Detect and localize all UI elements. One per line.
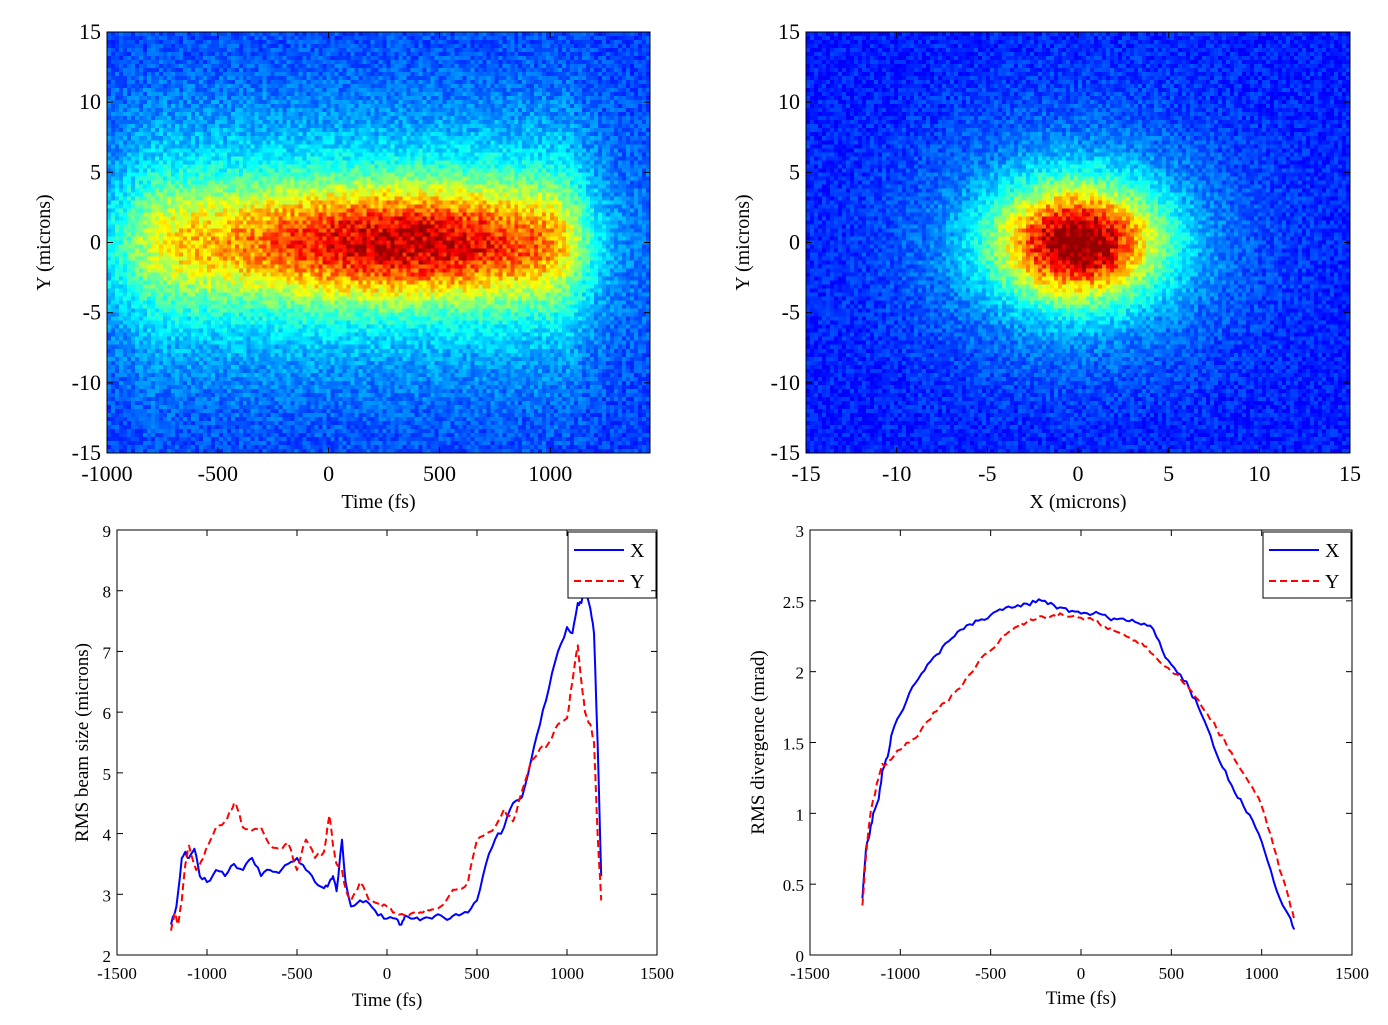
legend-label-y: Y [630, 571, 644, 593]
y-axis-label: RMS divergence (mrad) [748, 650, 769, 834]
x-axis-label: Time (fs) [1046, 988, 1117, 1009]
legend-label-x: X [630, 540, 645, 562]
y-tick-label: 15 [778, 19, 800, 44]
heatmap-image [107, 32, 650, 453]
legend-box [1262, 531, 1352, 599]
y-tick-label: 4 [103, 826, 112, 845]
legend-box [567, 531, 657, 599]
heatmap-image [806, 32, 1350, 453]
x-axis-label: X (microns) [1029, 491, 1126, 513]
x-tick-label: -1500 [97, 964, 137, 983]
x-tick-label: -1000 [81, 461, 132, 486]
x-tick-label: -500 [198, 461, 238, 486]
x-tick-label: -500 [281, 964, 312, 983]
x-tick-label: 1000 [1245, 964, 1279, 983]
y-tick-label: 6 [103, 704, 112, 723]
y-tick-label: 1.5 [783, 735, 804, 754]
x-tick-label: 1000 [550, 964, 584, 983]
legend-label-y: Y [1325, 571, 1339, 593]
x-tick-label: 0 [383, 964, 392, 983]
y-tick-label: -10 [72, 370, 101, 395]
series-group: XY [861, 531, 1352, 930]
heatmap-time-y: -1000 -500 0 500 1000 -15 -10 -5 0 5 10 15 Time (fs)… [33, 19, 651, 513]
heatmap-x-y: -15 -10 -5 0 5 10 15 -15 -10 -5 0 5 10 15 X (microns) Y… [732, 19, 1361, 513]
series-line-y [170, 644, 603, 931]
y-tick-label: -5 [83, 300, 101, 325]
series-line-x [170, 589, 603, 926]
x-tick-label: 1500 [1335, 964, 1369, 983]
y-axis-label: RMS beam size (microns) [72, 643, 93, 842]
x-tick-label: 500 [1159, 964, 1185, 983]
x-tick-label: 1500 [640, 964, 674, 983]
x-tick-label: 500 [464, 964, 490, 983]
x-axis-label: Time (fs) [341, 491, 415, 513]
x-tick-label: -1500 [790, 964, 830, 983]
y-tick-label: 0 [796, 947, 805, 966]
line-rms-divergence: XY -1500 -1000 -500 0 500 1000 1500 0 0.5 1 1.5 2 2.5… [748, 522, 1369, 1009]
x-tick-label: -5 [978, 461, 996, 486]
y-tick-label: 9 [103, 522, 112, 541]
y-tick-label: -15 [72, 440, 101, 465]
legend-label-x: X [1325, 540, 1340, 562]
y-tick-label: 2 [103, 947, 112, 966]
y-tick-label: 0 [90, 230, 101, 255]
x-tick-label: 0 [1077, 964, 1086, 983]
x-tick-label: 10 [1248, 461, 1270, 486]
y-axis-label: Y (microns) [732, 194, 754, 290]
x-tick-label: 5 [1163, 461, 1174, 486]
y-tick-label: -5 [782, 300, 800, 325]
y-tick-label: 0.5 [783, 876, 804, 895]
y-tick-label: 15 [79, 19, 101, 44]
series-line-y [861, 612, 1296, 920]
y-tick-label: 3 [796, 522, 805, 541]
line-rms-beam-size: XY -1500 -1000 -500 0 500 1000 1500 2 3 4 5 6 7 8 9 Time… [72, 522, 674, 1011]
x-tick-label: 500 [423, 461, 456, 486]
y-tick-label: -10 [771, 370, 800, 395]
y-tick-label: 2.5 [783, 593, 804, 612]
x-axis-label: Time (fs) [352, 990, 423, 1011]
y-tick-label: -15 [771, 440, 800, 465]
y-tick-label: 2 [796, 664, 805, 683]
y-tick-label: 8 [103, 583, 112, 602]
y-tick-label: 0 [789, 230, 800, 255]
x-tick-label: 1000 [528, 461, 572, 486]
x-tick-label: -10 [882, 461, 911, 486]
x-tick-label: 15 [1339, 461, 1361, 486]
x-tick-label: -500 [975, 964, 1006, 983]
x-tick-label: 0 [323, 461, 334, 486]
x-tick-label: -1000 [187, 964, 227, 983]
y-tick-label: 3 [103, 886, 112, 905]
y-tick-label: 10 [79, 89, 101, 114]
series-line-x [861, 598, 1296, 930]
y-tick-label: 5 [90, 159, 101, 184]
series-group: XY [170, 531, 657, 931]
x-tick-label: -1000 [880, 964, 920, 983]
y-tick-label: 10 [778, 89, 800, 114]
y-tick-label: 1 [796, 805, 805, 824]
x-tick-label: -15 [791, 461, 820, 486]
x-tick-label: 0 [1073, 461, 1084, 486]
y-axis-label: Y (microns) [33, 194, 55, 290]
y-tick-label: 5 [789, 159, 800, 184]
y-tick-label: 5 [103, 765, 112, 784]
y-tick-label: 7 [103, 643, 112, 662]
